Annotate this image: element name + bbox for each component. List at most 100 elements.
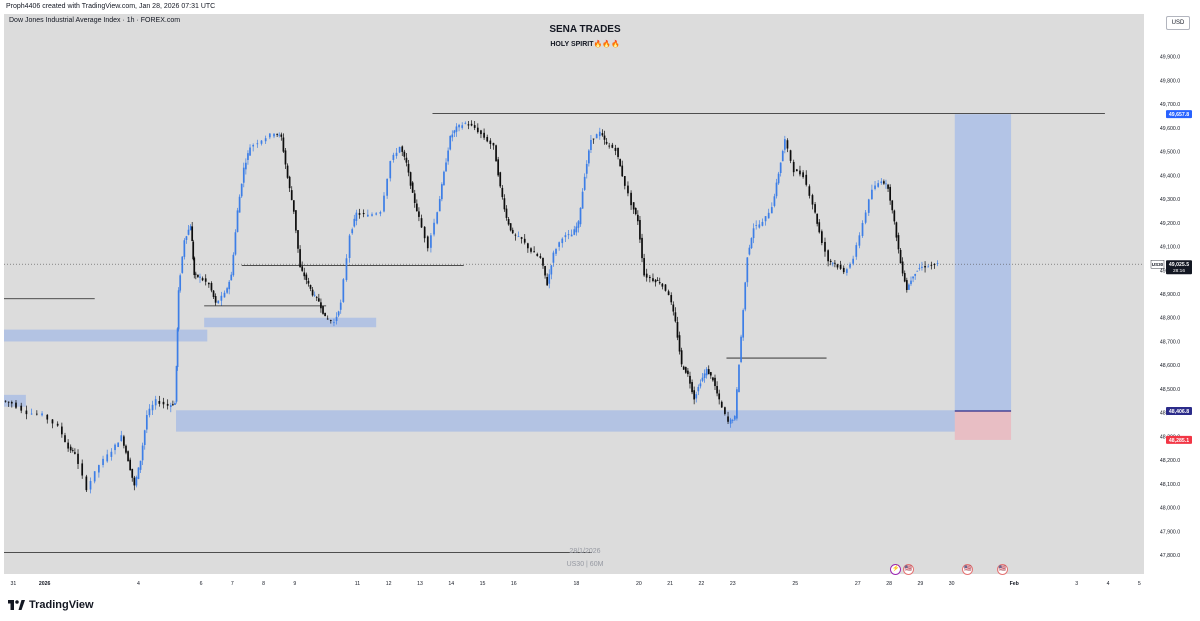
candle-body[interactable]: [664, 284, 667, 291]
candle-body[interactable]: [714, 377, 716, 387]
candle-body[interactable]: [191, 226, 194, 242]
candle-body[interactable]: [98, 465, 100, 473]
candle-body[interactable]: [299, 249, 301, 268]
candle-body[interactable]: [480, 130, 482, 135]
candle-body[interactable]: [742, 310, 745, 338]
candle-body[interactable]: [232, 254, 235, 276]
candle-body[interactable]: [930, 264, 933, 266]
candle-body[interactable]: [581, 191, 584, 209]
candle-body[interactable]: [185, 236, 188, 240]
candle-body[interactable]: [895, 222, 898, 238]
candle-body[interactable]: [808, 186, 811, 196]
candle-body[interactable]: [342, 279, 345, 302]
candle-body[interactable]: [220, 295, 223, 301]
candle-body[interactable]: [738, 364, 740, 393]
candle-body[interactable]: [697, 386, 700, 392]
candle-body[interactable]: [842, 267, 845, 273]
candle-body[interactable]: [93, 471, 96, 482]
candle-body[interactable]: [245, 162, 247, 170]
candle-body[interactable]: [864, 212, 867, 223]
candle-body[interactable]: [313, 294, 316, 296]
candle-body[interactable]: [345, 258, 348, 280]
candle-body[interactable]: [339, 302, 342, 310]
candle-body[interactable]: [583, 176, 586, 190]
candle-body[interactable]: [371, 214, 373, 216]
candle-body[interactable]: [887, 184, 889, 189]
candle-body[interactable]: [575, 226, 578, 233]
candle-body[interactable]: [166, 403, 169, 406]
candle-body[interactable]: [770, 207, 773, 214]
candle-body[interactable]: [129, 459, 132, 471]
candle-body[interactable]: [288, 176, 291, 189]
candle-body[interactable]: [214, 296, 217, 303]
plot-area[interactable]: [4, 14, 1144, 574]
candle-body[interactable]: [570, 234, 573, 237]
candle-body[interactable]: [901, 261, 904, 274]
candle-body[interactable]: [212, 290, 215, 297]
candle-body[interactable]: [736, 389, 738, 419]
candle-body[interactable]: [550, 265, 553, 275]
candle-body[interactable]: [322, 306, 324, 314]
candle-body[interactable]: [117, 442, 120, 447]
candle-body[interactable]: [670, 295, 673, 303]
candle-body[interactable]: [509, 223, 512, 231]
demand-zone[interactable]: [4, 329, 208, 342]
us-flag-icon[interactable]: 🇺🇸: [902, 564, 914, 575]
current-price-label[interactable]: [1166, 260, 1192, 275]
candle-body[interactable]: [645, 273, 648, 278]
candle-body[interactable]: [514, 234, 517, 236]
candle-body[interactable]: [236, 210, 239, 233]
candle-body[interactable]: [476, 127, 479, 133]
candle-body[interactable]: [292, 200, 295, 212]
candle-body[interactable]: [30, 413, 33, 415]
candle-body[interactable]: [158, 400, 161, 404]
candle-body[interactable]: [418, 211, 420, 217]
candle-body[interactable]: [643, 258, 645, 276]
candle-body[interactable]: [674, 312, 677, 322]
candle-body[interactable]: [579, 207, 582, 225]
candle-body[interactable]: [731, 420, 734, 421]
candle-body[interactable]: [652, 278, 654, 281]
candle-body[interactable]: [85, 476, 88, 491]
candle-body[interactable]: [177, 290, 180, 330]
candle-body[interactable]: [636, 214, 639, 222]
candle-body[interactable]: [501, 187, 504, 198]
candle-body[interactable]: [217, 300, 220, 304]
candle-body[interactable]: [908, 284, 910, 290]
candle-body[interactable]: [693, 390, 696, 400]
candle-body[interactable]: [234, 232, 237, 255]
candle-body[interactable]: [924, 266, 926, 268]
candle-body[interactable]: [718, 393, 721, 400]
candle-body[interactable]: [141, 445, 144, 461]
candle-body[interactable]: [423, 226, 426, 239]
candle-body[interactable]: [353, 218, 356, 227]
candle-body[interactable]: [238, 196, 241, 213]
candle-body[interactable]: [210, 282, 213, 291]
candle-body[interactable]: [15, 402, 17, 408]
candle-body[interactable]: [587, 150, 590, 164]
candle-body[interactable]: [658, 282, 661, 284]
candle-body[interactable]: [511, 229, 514, 234]
candle-body[interactable]: [695, 394, 698, 399]
candle-body[interactable]: [829, 260, 832, 262]
candle-body[interactable]: [324, 312, 326, 317]
candle-body[interactable]: [712, 377, 714, 381]
candle-body[interactable]: [366, 214, 369, 217]
candle-body[interactable]: [282, 137, 285, 152]
candle-body[interactable]: [548, 274, 551, 284]
candle-body[interactable]: [386, 178, 388, 196]
candle-body[interactable]: [933, 263, 936, 266]
candle-body[interactable]: [297, 230, 299, 249]
candle-body[interactable]: [899, 249, 902, 264]
candle-body[interactable]: [320, 302, 322, 309]
candle-body[interactable]: [733, 416, 736, 420]
candle-body[interactable]: [7, 401, 10, 403]
candle-body[interactable]: [918, 267, 921, 269]
candle-body[interactable]: [883, 181, 885, 184]
candle-body[interactable]: [249, 147, 251, 156]
candle-body[interactable]: [69, 446, 72, 451]
candle-body[interactable]: [226, 288, 228, 293]
candle-body[interactable]: [489, 140, 492, 145]
candle-body[interactable]: [154, 399, 157, 406]
candle-body[interactable]: [145, 415, 148, 430]
